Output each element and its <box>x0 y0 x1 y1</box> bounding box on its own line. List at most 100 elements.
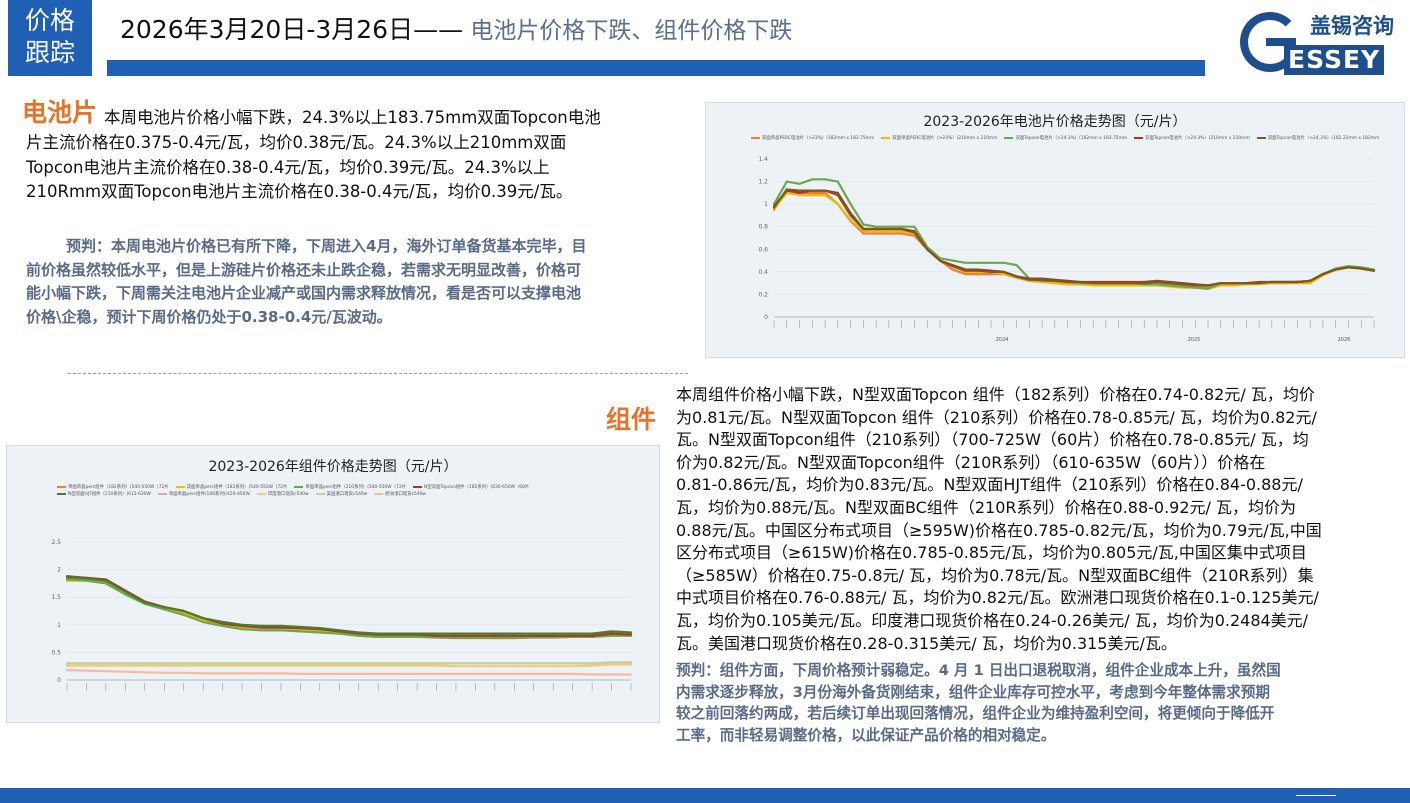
data-point <box>1321 273 1325 276</box>
data-point <box>143 671 146 674</box>
data-point <box>143 662 146 665</box>
data-point <box>977 261 980 264</box>
data-point <box>357 631 360 634</box>
cell-summary-line: 片主流价格在0.375-0.4元/瓦，均价0.38元/瓦。24.3%以上210m… <box>26 132 567 152</box>
data-point <box>415 662 419 665</box>
data-point <box>202 662 205 665</box>
data-point <box>836 194 839 197</box>
data-point <box>836 191 839 194</box>
legend-swatch <box>175 485 185 488</box>
data-point <box>260 626 263 629</box>
module-summary-line: （≥585W）价格在0.75-0.8元/ 瓦，均价为0.78元/瓦。N型双面BC… <box>676 565 1314 585</box>
data-point <box>1040 278 1044 281</box>
gessey-logo: 盖锡咨询 ESSEY <box>1240 12 1406 75</box>
data-point <box>182 613 185 616</box>
data-point <box>377 662 380 665</box>
data-point <box>532 665 535 668</box>
data-point <box>104 582 107 585</box>
data-point <box>887 232 890 235</box>
data-point <box>1258 282 1261 285</box>
data-point <box>163 606 166 609</box>
module-summary-line: 本周组件价格小幅下跌，N型双面Topcon 组件（182系列）价格在0.74-0… <box>676 385 1315 404</box>
data-point <box>279 629 283 632</box>
data-point <box>260 662 263 665</box>
data-point <box>435 632 438 635</box>
data-point <box>85 664 88 667</box>
data-point <box>318 662 321 665</box>
data-point <box>513 662 516 665</box>
data-point <box>318 631 321 634</box>
legend-swatch <box>294 485 304 488</box>
data-point <box>202 617 205 620</box>
data-point <box>240 664 244 667</box>
data-point <box>396 632 399 635</box>
data-point <box>552 636 555 639</box>
data-point <box>1283 280 1286 284</box>
data-point <box>1347 266 1350 269</box>
data-point <box>377 664 380 667</box>
section-tag-line1: 价格 <box>24 6 75 35</box>
data-point <box>240 623 244 626</box>
data-point <box>124 590 127 593</box>
data-point <box>610 661 613 664</box>
data-point <box>1219 284 1222 287</box>
module-summary: 本周组件价格小幅下跌，N型双面Topcon 组件（182系列）价格在0.74-0… <box>676 384 1322 655</box>
y-tick-label: 0 <box>764 314 768 321</box>
data-point <box>1194 286 1197 289</box>
data-point <box>435 672 438 676</box>
y-tick-label: 1 <box>57 622 61 629</box>
series-line <box>66 669 631 676</box>
year-label: 2026 <box>1338 337 1351 343</box>
data-point <box>454 665 458 668</box>
y-tick-label: 1.2 <box>758 179 768 186</box>
data-point <box>862 227 865 231</box>
legend-label: 双面单晶perc组件（182系列）(540-550W（72片 <box>186 485 288 490</box>
data-point <box>798 189 801 192</box>
data-point <box>318 672 321 676</box>
data-point <box>124 664 127 667</box>
y-tick-label: 0.5 <box>51 649 61 656</box>
data-point <box>279 624 283 628</box>
data-point <box>836 203 839 206</box>
legend-swatch <box>413 485 423 488</box>
legend-item: N型双面Topcon组件（182系列）(630-650W（60片 <box>413 484 529 491</box>
y-tick-label: 2.5 <box>51 539 61 546</box>
data-point <box>435 634 438 637</box>
data-point <box>493 636 496 640</box>
data-point <box>977 269 980 272</box>
data-point <box>1219 282 1222 285</box>
data-point <box>875 225 878 228</box>
data-point <box>338 664 341 667</box>
data-point <box>552 632 555 635</box>
data-point <box>279 664 283 667</box>
section-tag-line2: 跟踪 <box>24 38 75 67</box>
data-point <box>1130 282 1133 285</box>
data-point <box>163 662 166 665</box>
data-point <box>377 672 380 676</box>
legend-swatch <box>1256 136 1266 139</box>
data-point <box>811 189 814 192</box>
data-point <box>1104 284 1108 287</box>
year-label: 2025 <box>1188 337 1201 343</box>
data-point <box>552 662 555 665</box>
data-point <box>260 672 263 675</box>
module-forecast: 预判：组件方面，下周价格预计弱稳定。4 月 1 日出口退税取消，组件企业成本上升… <box>676 660 1281 746</box>
data-point <box>493 634 496 637</box>
data-point <box>1015 263 1018 267</box>
data-point <box>85 669 88 672</box>
logo-g-ring <box>1240 12 1300 72</box>
data-point <box>338 672 341 676</box>
data-point <box>85 577 88 580</box>
data-point <box>900 225 903 228</box>
data-point <box>396 672 399 676</box>
data-point <box>85 579 88 582</box>
legend-label: 印度港口现货c540w <box>267 492 309 497</box>
legend-swatch <box>315 492 325 495</box>
legend-item: 双面Topcon电池片（>24.3%）(182mm x 183.75mm <box>1004 135 1127 142</box>
data-point <box>1270 280 1273 284</box>
data-point <box>474 672 477 676</box>
data-point <box>913 231 916 234</box>
data-point <box>240 628 244 631</box>
cell-summary-line: 210Rmm双面Topcon电池片主流价格在0.38-0.4元/瓦，均价0.39… <box>26 182 573 202</box>
